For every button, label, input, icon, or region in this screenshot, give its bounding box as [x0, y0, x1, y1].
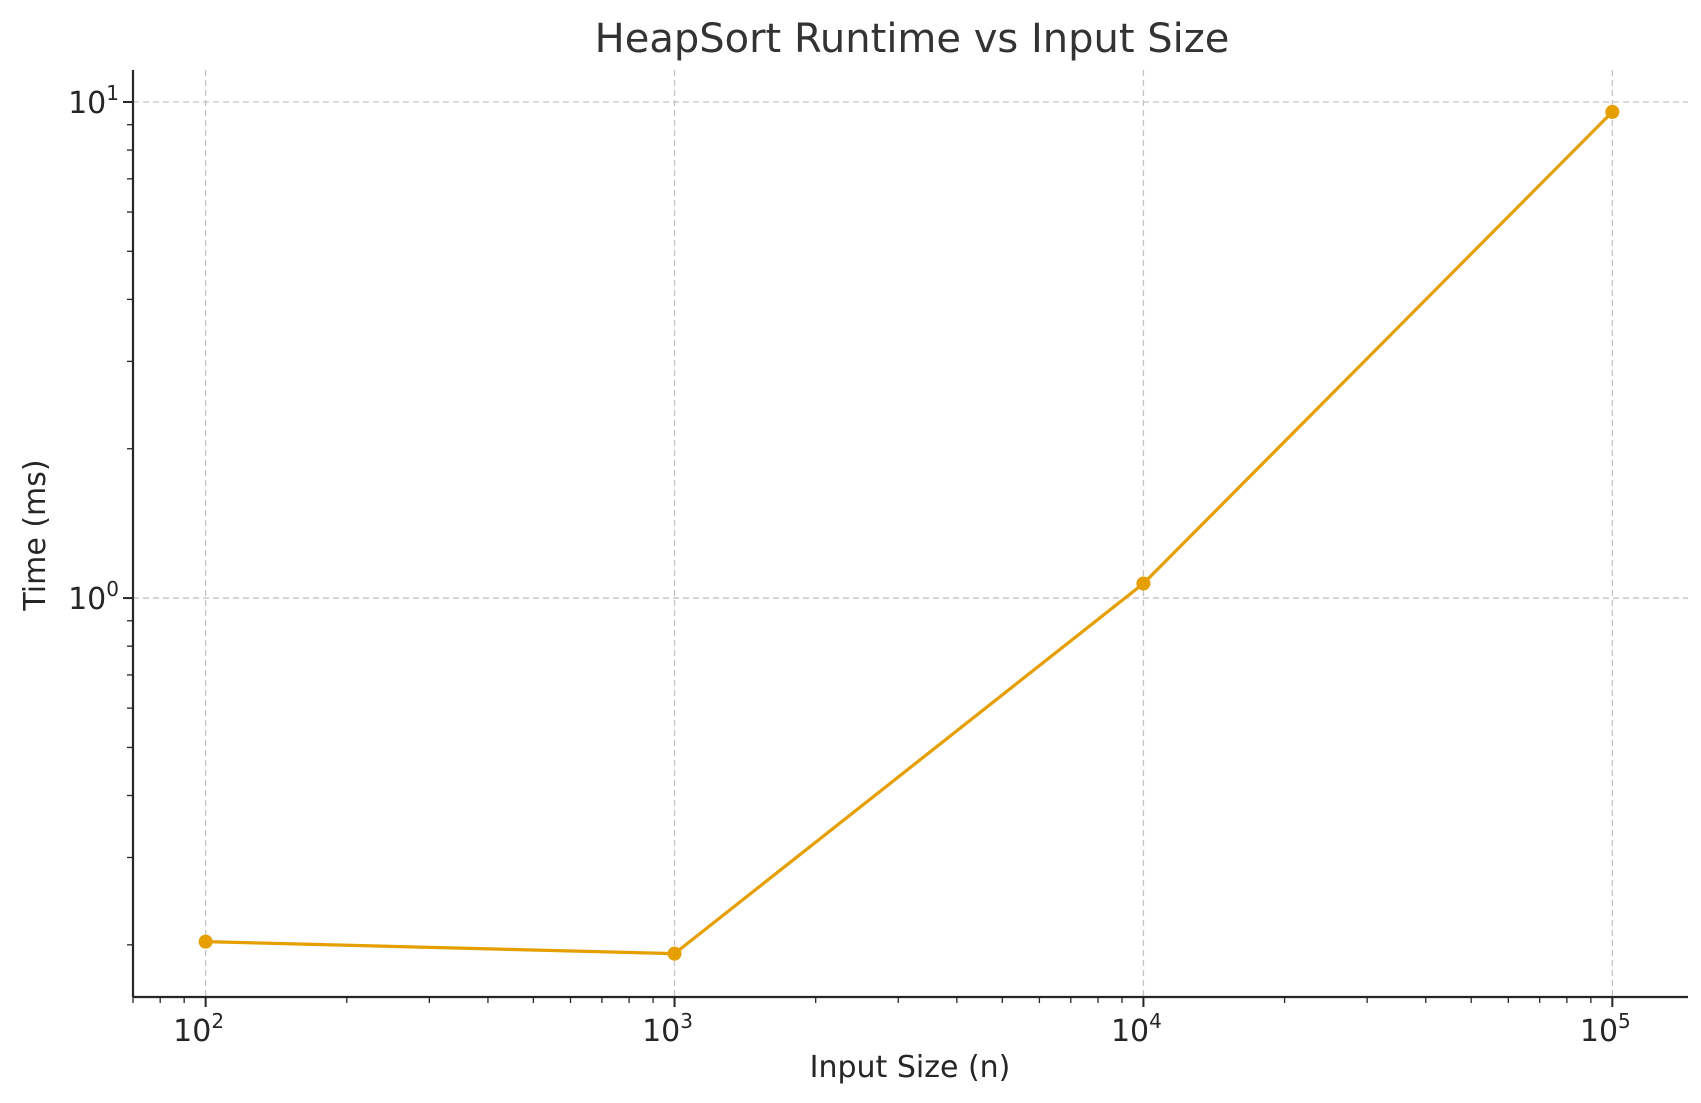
y-axis-ticks: 100 101: [68, 81, 133, 946]
x-tick-label-1: 103: [642, 1009, 693, 1049]
series-line-0: [205, 110, 1614, 956]
y-tick-label-0: 100: [68, 577, 119, 617]
data-point-0-2: [1136, 576, 1151, 591]
x-tick-label-0: 102: [173, 1009, 224, 1049]
axes-spines: [131, 70, 1688, 999]
data-point-0-1: [667, 946, 682, 961]
data-point-0-3: [1605, 104, 1620, 119]
series-layer: [198, 104, 1620, 961]
x-axis-ticks: 102 103 104 105: [132, 997, 1631, 1049]
y-tick-label-1: 101: [68, 81, 119, 121]
x-tick-label-3: 105: [1580, 1009, 1631, 1049]
data-point-0-0: [198, 934, 213, 949]
y-axis-label: Time (ms): [18, 459, 53, 611]
x-tick-label-2: 104: [1111, 1009, 1162, 1049]
grid: [133, 70, 1688, 997]
x-axis-label: Input Size (n): [810, 1050, 1011, 1085]
chart-title: HeapSort Runtime vs Input Size: [595, 16, 1230, 62]
